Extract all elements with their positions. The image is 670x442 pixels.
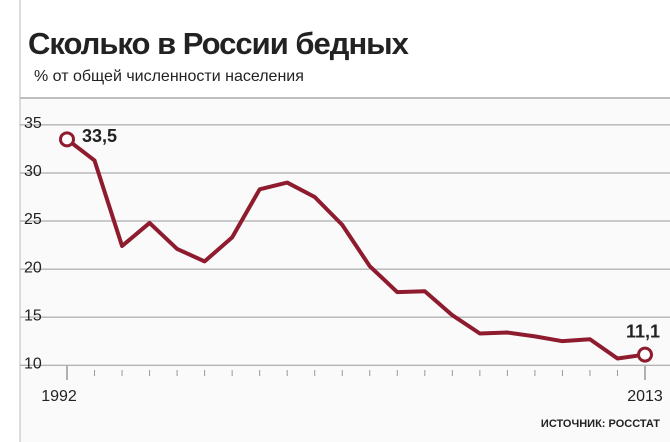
x-tick-label: 2013: [627, 388, 663, 405]
x-tick-label: 1992: [41, 388, 77, 405]
y-tick-label: 30: [24, 163, 42, 180]
data-label: 11,1: [626, 321, 660, 341]
y-tick-label: 25: [24, 211, 42, 228]
chart-title: Сколько в России бедных: [28, 26, 410, 61]
y-tick-label: 35: [24, 115, 42, 132]
y-tick-label: 15: [24, 307, 42, 324]
y-tick-label: 20: [24, 259, 42, 276]
data-label: 33,5: [82, 126, 117, 146]
end-marker: [637, 346, 653, 363]
source: ИСТОЧНИК: РОССТАТ: [541, 418, 660, 430]
plot-area: [20, 98, 670, 442]
chart-subtitle: % от общей численности населения: [34, 68, 304, 85]
end-marker: [59, 131, 75, 148]
y-tick-label: 10: [24, 355, 42, 372]
series-line: [65, 137, 646, 361]
